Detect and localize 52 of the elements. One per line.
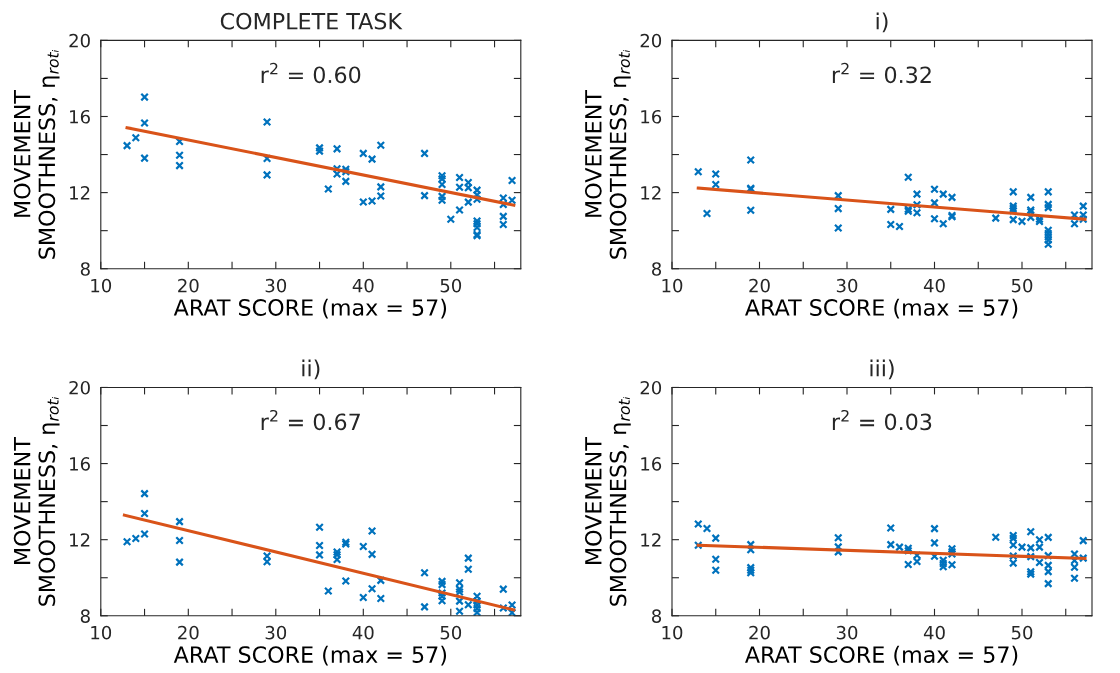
x-tick-label: 30 [265,625,287,640]
y-tick-label: 8 [80,262,90,276]
y-tick-label: 16 [641,457,662,471]
x-axis-title: ARAT SCORE (max = 57) [173,298,447,319]
x-axis-title: ARAT SCORE (max = 57) [745,645,1018,666]
x-tick-label: 30 [836,278,858,293]
x-tick-label: 40 [923,625,945,640]
y-tick-label: 16 [70,109,90,124]
annotation: r$^{2}$ = 0.60 [261,62,361,84]
x-tick-label: 50 [1011,278,1033,293]
y-axis-title: MOVEMENT SMOOTHNESS, η$_{rotᵢ}$ [13,49,60,259]
chart-title: ii) [302,359,320,380]
y-axis-title: MOVEMENT SMOOTHNESS, η$_{rotᵢ}$ [13,396,60,606]
x-tick-label: 20 [178,625,199,640]
x-axis-title: ARAT SCORE (max = 57) [173,645,447,666]
x-tick-label: 10 [91,625,112,640]
y-tick-label: 20 [640,33,662,48]
chart-title: i) [876,12,888,33]
annotation: r$^{2}$ = 0.67 [261,409,360,431]
annotation: r$^{2}$ = 0.32 [832,62,931,84]
y-tick-label: 8 [80,609,90,623]
chart-title: COMPLETE TASK [220,12,403,30]
y-tick-label: 16 [70,457,90,471]
x-tick-label: 40 [923,278,945,293]
y-tick-label: 12 [641,533,661,547]
y-tick-label: 20 [69,380,90,395]
x-tick-label: 10 [662,278,683,293]
annotation: r$^{2}$ = 0.03 [832,409,932,431]
y-tick-label: 16 [641,109,662,124]
x-tick-label: 50 [440,278,462,293]
y-axis-title: MOVEMENT SMOOTHNESS, η$_{rotᵢ}$ [584,49,631,259]
y-tick-label: 8 [652,609,662,623]
y-tick-label: 12 [70,186,90,200]
x-tick-label: 50 [440,625,462,640]
y-tick-label: 20 [69,33,90,48]
y-tick-label: 8 [652,262,662,276]
x-tick-label: 10 [662,625,683,640]
chart-title: iii) [870,359,894,380]
x-tick-label: 10 [91,278,112,293]
y-tick-label: 20 [640,380,662,395]
x-tick-label: 30 [836,625,858,640]
x-tick-label: 20 [178,278,199,293]
x-tick-label: 40 [352,278,374,293]
y-axis-title: MOVEMENT SMOOTHNESS, η$_{rotᵢ}$ [584,396,631,606]
y-tick-label: 12 [70,533,90,547]
x-axis-title: ARAT SCORE (max = 57) [745,298,1018,319]
x-tick-label: 40 [352,625,374,640]
x-tick-label: 30 [265,278,287,293]
y-tick-label: 12 [641,186,661,200]
x-tick-label: 20 [749,278,770,293]
x-tick-label: 20 [749,625,770,640]
x-tick-label: 50 [1011,625,1033,640]
